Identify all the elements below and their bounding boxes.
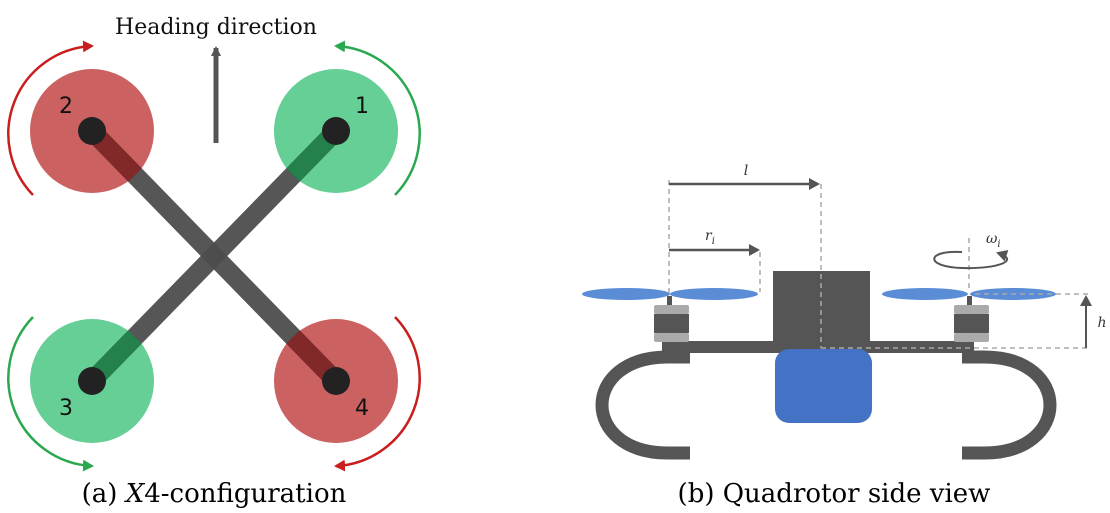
rotor-label-4: 4 (355, 396, 369, 421)
motor-left (654, 296, 689, 342)
rotation-arrow-rotor-1-ccw (334, 40, 421, 196)
rotor-label-1: 1 (355, 94, 369, 119)
caption-a: (a) X4-configuration (82, 479, 347, 509)
panel-b-quadrotor-side-view: l ri ωi h (b) Quadrotor side view (582, 163, 1107, 509)
height-label: h (1097, 315, 1106, 331)
motor-hub-1 (322, 117, 350, 145)
battery (775, 349, 872, 423)
panel-a-x4-configuration: Heading direction 1 2 3 4 (a) X4-configu… (7, 15, 421, 509)
propeller-left-blade-left (582, 288, 670, 300)
dashed-guides (668, 180, 1092, 349)
rotation-arrow-rotor-3-ccw (7, 316, 94, 472)
rotor-label-2: 2 (59, 94, 73, 119)
arm-length-label: l (744, 163, 748, 179)
motor-right (954, 296, 989, 342)
rotor-speed-label: ωi (986, 231, 1001, 250)
rotor-speed-arrow (933, 250, 1009, 270)
landing-skid-left (595, 350, 690, 460)
motor-hub-3 (78, 367, 106, 395)
motor-hub-4 (322, 367, 350, 395)
landing-skid-right (962, 350, 1057, 460)
rotor-label-3: 3 (59, 396, 73, 421)
rotation-arrow-rotor-4-cw (334, 316, 421, 472)
rotor-radius-label: ri (705, 228, 715, 247)
rotation-arrow-rotor-2-cw (7, 40, 94, 196)
caption-b: (b) Quadrotor side view (678, 479, 991, 509)
propeller-left-blade-right (670, 288, 758, 300)
heading-direction-label: Heading direction (115, 15, 317, 40)
propeller-right-blade-left (882, 288, 968, 300)
motor-hub-2 (78, 117, 106, 145)
